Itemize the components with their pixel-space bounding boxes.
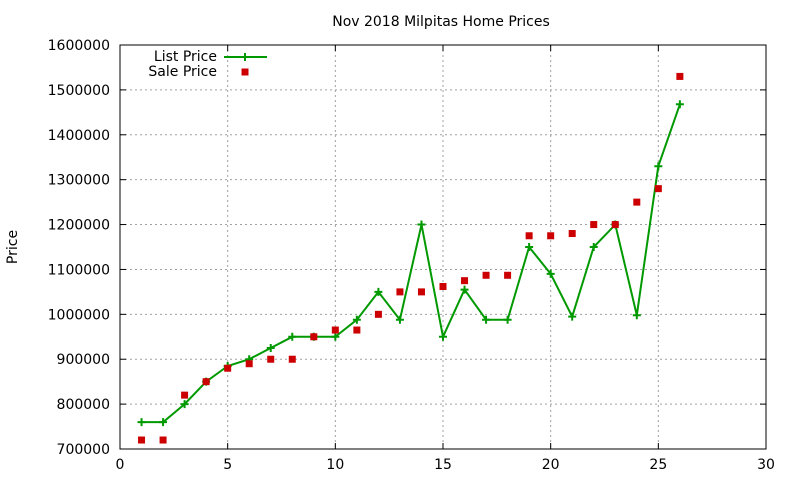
legend-label-sale-price: Sale Price [148, 64, 217, 80]
x-tick-label: 10 [326, 457, 344, 473]
list-price-point [546, 269, 555, 278]
list-price-point [589, 243, 598, 251]
list-price-point [460, 285, 469, 294]
list-price-point [568, 312, 577, 321]
sale-price-point [461, 277, 469, 285]
sale-price-point [245, 360, 253, 368]
sale-price-point [525, 232, 533, 240]
series-layer [137, 72, 684, 444]
list-price-point [137, 418, 146, 427]
list-price-point [525, 243, 534, 251]
list-price-point [331, 332, 340, 341]
sale-price-point [611, 221, 619, 229]
sale-price-point [353, 326, 361, 334]
sale-price-point [181, 391, 189, 399]
list-price-point [654, 162, 663, 171]
sale-price-point [568, 230, 576, 238]
sale-price-point [590, 221, 598, 229]
y-tick-label: 900000 [57, 352, 110, 368]
sale-price-point [417, 288, 425, 296]
series-line-list-price [141, 103, 681, 424]
sale-price-point [374, 310, 382, 318]
sale-price-point [224, 364, 232, 372]
sale-price-point [138, 436, 146, 444]
sale-price-point [267, 355, 275, 363]
x-tick-label: 0 [116, 457, 125, 473]
x-tick-label: 15 [434, 457, 452, 473]
y-tick-label: 1500000 [48, 83, 110, 99]
list-price-point [632, 311, 641, 320]
y-tick-label: 800000 [57, 397, 110, 413]
sale-price-point [504, 271, 512, 279]
list-price-point [159, 418, 168, 427]
sale-price-point [202, 378, 210, 386]
y-tick-label: 1400000 [48, 128, 110, 144]
y-axis-label: Price [5, 230, 21, 264]
x-tick-label: 30 [757, 457, 775, 473]
list-price-point [675, 100, 684, 109]
x-tick-label: 25 [649, 457, 667, 473]
legend-label-list-price: List Price [154, 49, 217, 65]
list-price-point [439, 332, 447, 341]
x-tick-label: 5 [223, 457, 232, 473]
y-tick-label: 1300000 [48, 173, 110, 189]
chart-title: Nov 2018 Milpitas Home Prices [332, 14, 550, 30]
sale-price-point [331, 326, 339, 334]
sale-price-point [676, 72, 684, 80]
x-tick-label: 20 [542, 457, 560, 473]
list-price-point [417, 220, 426, 229]
y-tick-label: 1600000 [48, 38, 110, 54]
list-price-point [288, 332, 297, 341]
sale-price-point [547, 232, 555, 240]
ticks: 0 5 10 15 20 25 30 700000 800000 900000 1000000 110… [48, 38, 775, 473]
list-price-point [374, 287, 383, 296]
legend-marker-list-price [241, 53, 249, 61]
grid [120, 45, 766, 449]
list-price-point [352, 315, 361, 324]
sale-price-point [288, 355, 296, 363]
list-price-point [503, 315, 512, 324]
legend: List Price Sale Price [148, 49, 267, 80]
sale-price-point [396, 288, 404, 296]
sale-price-point [310, 333, 318, 341]
sale-price-point [654, 185, 662, 193]
y-tick-label: 1200000 [48, 218, 110, 234]
list-price-point [395, 315, 404, 324]
legend-marker-sale-price [241, 68, 249, 76]
y-tick-label: 700000 [57, 442, 110, 458]
list-price-point [266, 344, 275, 352]
sale-price-point [482, 271, 490, 279]
list-price-point [482, 315, 491, 324]
sale-price-point [439, 283, 447, 291]
sale-price-point [633, 198, 641, 206]
y-tick-label: 1000000 [48, 307, 110, 323]
list-price-point [180, 400, 189, 409]
y-tick-label: 1100000 [48, 262, 110, 278]
sale-price-point [159, 436, 167, 444]
